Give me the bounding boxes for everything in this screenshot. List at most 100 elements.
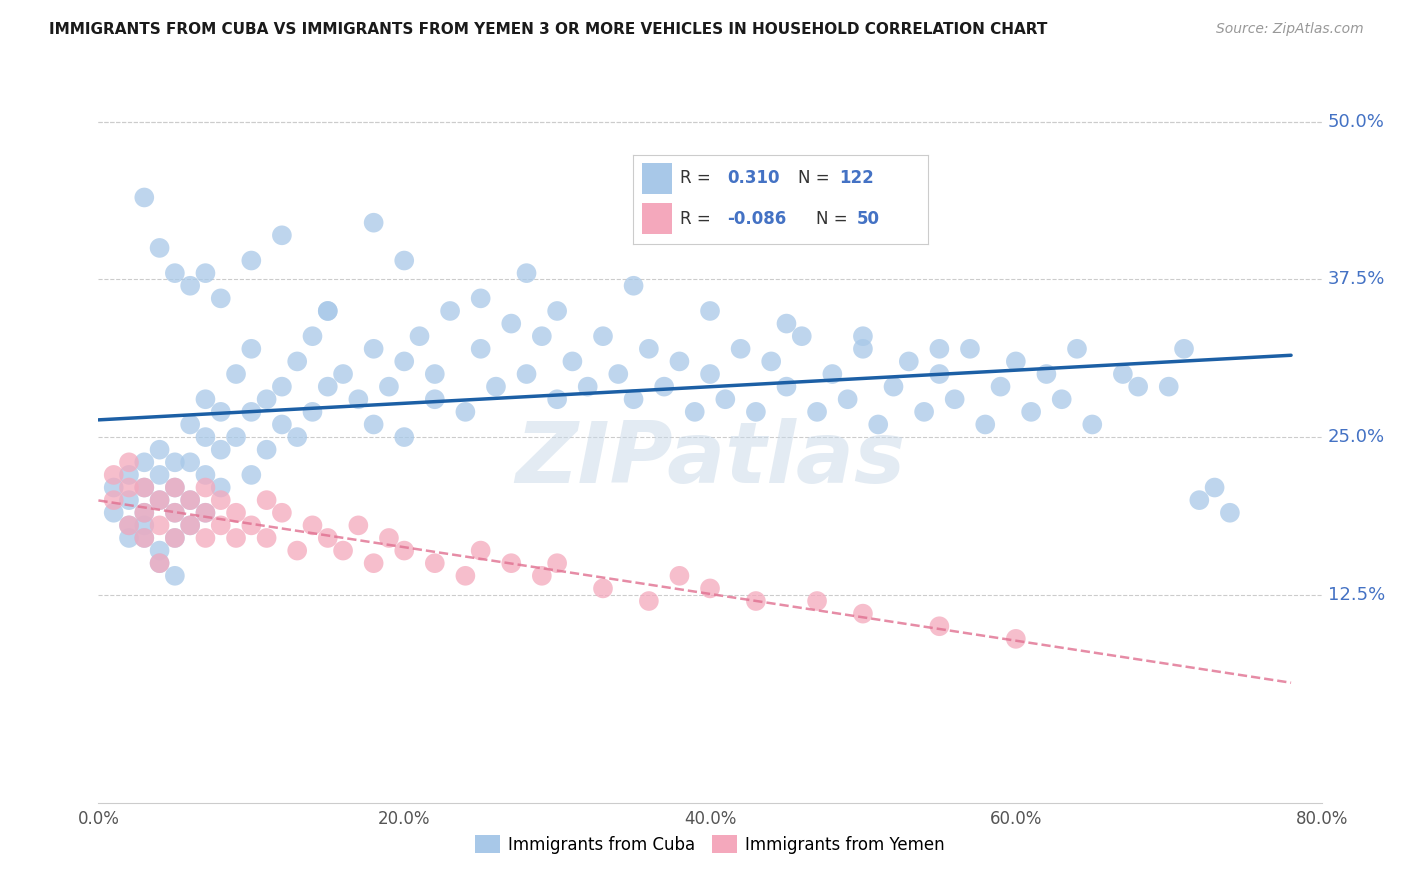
- Point: [363, 417, 385, 432]
- Point: [1157, 379, 1180, 393]
- Point: [1035, 367, 1057, 381]
- Point: [392, 253, 416, 268]
- Point: [637, 594, 661, 608]
- Point: [163, 506, 186, 520]
- Point: [163, 481, 186, 495]
- Point: [285, 543, 308, 558]
- Point: [392, 430, 416, 444]
- Point: [225, 367, 247, 381]
- Point: [179, 493, 201, 508]
- Text: N =: N =: [815, 210, 852, 227]
- Point: [546, 556, 568, 570]
- Point: [1050, 392, 1073, 407]
- Point: [194, 481, 217, 495]
- Point: [240, 467, 263, 482]
- Point: [1004, 354, 1026, 368]
- Point: [118, 493, 141, 508]
- Text: R =: R =: [681, 169, 717, 187]
- Text: -0.086: -0.086: [727, 210, 787, 227]
- Point: [1219, 506, 1241, 520]
- Point: [134, 518, 156, 533]
- Point: [852, 607, 875, 621]
- Point: [408, 329, 430, 343]
- Point: [912, 405, 935, 419]
- Text: Source: ZipAtlas.com: Source: ZipAtlas.com: [1216, 22, 1364, 37]
- Point: [149, 493, 172, 508]
- Point: [546, 392, 568, 407]
- Point: [256, 442, 278, 457]
- Point: [194, 467, 217, 482]
- Legend: Immigrants from Cuba, Immigrants from Yemen: Immigrants from Cuba, Immigrants from Ye…: [468, 829, 952, 860]
- Text: 122: 122: [839, 169, 875, 187]
- Point: [316, 304, 339, 318]
- Point: [852, 329, 875, 343]
- Point: [163, 531, 186, 545]
- Point: [806, 594, 828, 608]
- Point: [1004, 632, 1026, 646]
- Point: [240, 342, 263, 356]
- Point: [868, 417, 890, 432]
- Point: [775, 379, 797, 393]
- Point: [149, 556, 172, 570]
- Point: [118, 518, 141, 533]
- Point: [194, 430, 217, 444]
- Text: 50: 50: [858, 210, 880, 227]
- Point: [928, 342, 950, 356]
- Point: [439, 304, 461, 318]
- Point: [179, 417, 201, 432]
- Point: [209, 442, 232, 457]
- Point: [194, 266, 217, 280]
- Point: [103, 481, 125, 495]
- Point: [240, 253, 263, 268]
- Point: [668, 569, 690, 583]
- Point: [149, 556, 172, 570]
- Point: [470, 342, 492, 356]
- Point: [103, 493, 125, 508]
- Point: [637, 342, 661, 356]
- Point: [332, 543, 354, 558]
- Point: [501, 317, 523, 331]
- Point: [592, 329, 614, 343]
- Text: 0.310: 0.310: [727, 169, 780, 187]
- Bar: [643, 203, 672, 234]
- Point: [546, 304, 568, 318]
- Point: [209, 481, 232, 495]
- Point: [378, 379, 401, 393]
- Point: [821, 367, 844, 381]
- Point: [149, 442, 172, 457]
- Point: [179, 455, 201, 469]
- Point: [149, 467, 172, 482]
- Point: [285, 354, 308, 368]
- Point: [454, 405, 477, 419]
- Point: [623, 278, 645, 293]
- Point: [332, 367, 354, 381]
- Point: [423, 367, 446, 381]
- Point: [209, 493, 232, 508]
- Point: [852, 342, 875, 356]
- Point: [179, 493, 201, 508]
- Point: [134, 481, 156, 495]
- Point: [316, 531, 339, 545]
- Point: [118, 518, 141, 533]
- Bar: [643, 163, 672, 194]
- Point: [103, 467, 125, 482]
- Point: [837, 392, 859, 407]
- Point: [423, 392, 446, 407]
- Point: [301, 518, 323, 533]
- Point: [1019, 405, 1042, 419]
- Point: [363, 216, 385, 230]
- Point: [423, 556, 446, 570]
- Point: [194, 506, 217, 520]
- Point: [516, 367, 538, 381]
- Point: [470, 543, 492, 558]
- Point: [163, 455, 186, 469]
- Point: [134, 531, 156, 545]
- Point: [179, 518, 201, 533]
- Text: IMMIGRANTS FROM CUBA VS IMMIGRANTS FROM YEMEN 3 OR MORE VEHICLES IN HOUSEHOLD CO: IMMIGRANTS FROM CUBA VS IMMIGRANTS FROM …: [49, 22, 1047, 37]
- Point: [301, 405, 323, 419]
- Point: [118, 481, 141, 495]
- Text: 12.5%: 12.5%: [1327, 586, 1385, 604]
- Point: [668, 354, 690, 368]
- Point: [285, 430, 308, 444]
- Point: [561, 354, 583, 368]
